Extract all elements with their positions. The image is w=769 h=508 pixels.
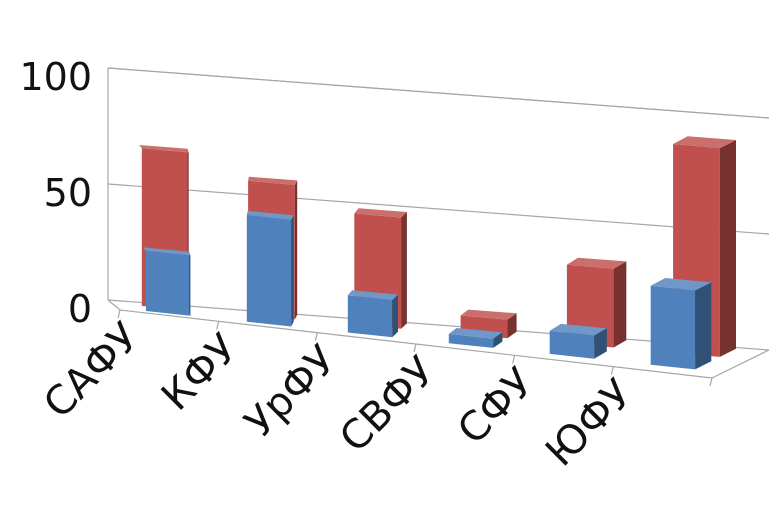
tick-mark (413, 343, 417, 353)
y-tick-label: 0 (68, 287, 92, 331)
category-label: СВФУ (331, 348, 444, 461)
bar-top-face (673, 136, 736, 149)
bar-front-face (145, 250, 191, 316)
bar-series-1 (347, 290, 398, 338)
bar-front-face (549, 330, 595, 359)
bar-front-face (448, 333, 494, 348)
bar-top-face (139, 145, 189, 153)
bar-side-face (719, 140, 736, 357)
bar-side-face (392, 294, 398, 338)
bar-front-face (347, 295, 393, 338)
bar-top-face (354, 208, 407, 218)
y-tick-label: 50 (44, 171, 92, 215)
bar-side-face (695, 282, 712, 370)
tick-mark (610, 366, 614, 375)
bar-top-face (549, 323, 607, 336)
axis-line (107, 299, 121, 311)
tick-mark (512, 355, 516, 364)
bar-side-face (613, 261, 627, 348)
bar-front-face (650, 285, 696, 370)
bar-series-1 (143, 247, 191, 316)
bar-top-face (347, 290, 398, 301)
gridline (107, 67, 769, 119)
gridline (107, 183, 769, 235)
category-label: САФУ (35, 314, 148, 427)
bar-top-face (460, 309, 517, 320)
y-axis: 0 50 100 (19, 55, 92, 331)
bar-series-1 (650, 278, 712, 370)
bar-series-1 (549, 323, 607, 359)
gridlines (107, 67, 769, 387)
bar-side-face (594, 328, 607, 359)
bar-top-face (143, 247, 191, 256)
bar-side-face (291, 215, 294, 327)
bar-side-face (507, 313, 517, 339)
axis-line (711, 349, 769, 379)
y-tick-label: 100 (19, 55, 92, 99)
category-label: КФУ (153, 326, 247, 420)
category-label: УрФУ (236, 337, 345, 446)
bar-side-face (401, 212, 407, 329)
bar-series-1 (246, 210, 294, 327)
category-label: СФУ (449, 360, 543, 454)
tick-mark (117, 309, 121, 319)
bar-top-face (246, 210, 294, 220)
bars (139, 136, 736, 370)
bar-top-face (448, 328, 503, 339)
bar-top-face (566, 257, 627, 269)
tick-mark (216, 321, 220, 330)
category-label: ЮФУ (537, 371, 642, 476)
bar-side-face (493, 332, 503, 348)
bar-top-face (650, 278, 712, 291)
tick-mark (709, 377, 713, 387)
tick-mark (314, 332, 318, 341)
bar-front-face (246, 215, 292, 327)
bar-series-1 (448, 328, 503, 348)
bar-side-face (294, 180, 298, 320)
bar-top-face (248, 176, 298, 185)
bar-side-face (189, 251, 191, 316)
